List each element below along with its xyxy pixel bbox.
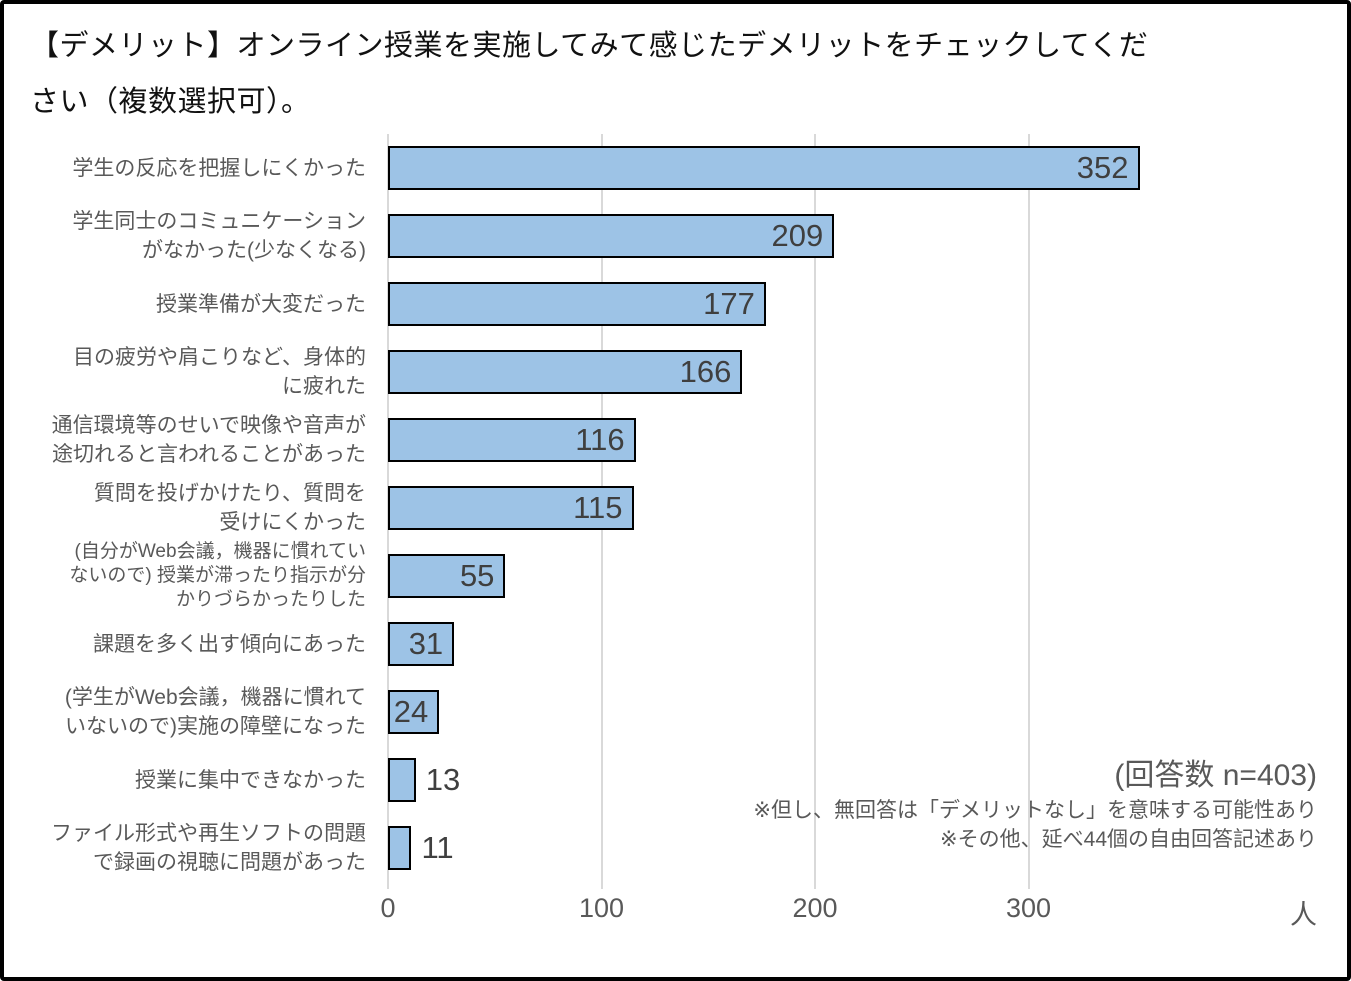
bar bbox=[388, 758, 416, 802]
bar: 352 bbox=[388, 146, 1140, 190]
bar-row: 352 bbox=[388, 146, 1332, 190]
chart-title: 【デメリット】オンライン授業を実施してみて感じたデメリットをチェックしてください… bbox=[30, 30, 1149, 118]
category-label: 目の疲労や肩こりなど、身体的 に疲れた bbox=[73, 346, 366, 398]
bar-value-label: 13 bbox=[425, 762, 461, 797]
x-tick-label: 300 bbox=[1005, 893, 1052, 923]
category-label: 学生の反応を把握しにくかった bbox=[72, 156, 366, 180]
bar-row: 24 bbox=[388, 690, 1332, 734]
bar: 24 bbox=[388, 690, 440, 734]
bar-value-label: 24 bbox=[393, 694, 429, 729]
bar-value-label: 31 bbox=[408, 626, 444, 661]
x-tick-label: 100 bbox=[578, 893, 625, 923]
bar-row: 55 bbox=[388, 554, 1332, 598]
category-label: 学生同士のコミュニケーション がなかった(少なくなる) bbox=[72, 210, 366, 262]
bar: 55 bbox=[388, 554, 506, 598]
bar: 31 bbox=[388, 622, 455, 666]
bar: 116 bbox=[388, 418, 636, 462]
gridline bbox=[1027, 134, 1030, 889]
category-label: ファイル形式や再生ソフトの問題 で録画の視聴に問題があった bbox=[51, 822, 366, 874]
bar-row: 209 bbox=[388, 214, 1332, 258]
bar-value-label: 115 bbox=[573, 490, 623, 525]
bar-value-label: 55 bbox=[459, 558, 495, 593]
bar-row: 115 bbox=[388, 486, 1332, 530]
x-tick-label: 0 bbox=[380, 893, 396, 923]
bar-row: 116 bbox=[388, 418, 1332, 462]
bar-value-label: 166 bbox=[679, 354, 732, 389]
bar-row: 177 bbox=[388, 282, 1332, 326]
category-label: 質問を投げかけたり、質問を 受けにくかった bbox=[93, 482, 366, 534]
bar-row: 11 bbox=[388, 826, 1332, 870]
bar: 177 bbox=[388, 282, 766, 326]
bar-row: 13 bbox=[388, 758, 1332, 802]
bar: 115 bbox=[388, 486, 634, 530]
category-label: 授業準備が大変だった bbox=[156, 292, 366, 316]
annotation-note-2: ※その他、延べ44個の自由回答記述あり bbox=[940, 828, 1317, 851]
category-label: (学生がWeb会議，機器に慣れて いないので)実施の障壁になった bbox=[64, 686, 366, 738]
bar-value-label: 209 bbox=[771, 218, 824, 253]
category-label: 授業に集中できなかった bbox=[135, 768, 366, 792]
annotation-block: (回答数 n=403) ※但し、無回答は「デメリットなし」を意味する可能性あり … bbox=[753, 756, 1317, 854]
annotation-note-1: ※但し、無回答は「デメリットなし」を意味する可能性あり bbox=[753, 799, 1317, 822]
bar-row: 166 bbox=[388, 350, 1332, 394]
bar bbox=[388, 826, 412, 870]
bar-row: 31 bbox=[388, 622, 1332, 666]
gridline bbox=[814, 134, 816, 889]
category-label: (自分がWeb会議，機器に慣れてい ないので) 授業が滞ったり指示が分 かりづら… bbox=[69, 541, 366, 610]
bar: 209 bbox=[388, 214, 835, 258]
bar-value-label: 11 bbox=[421, 830, 454, 865]
plot-area: 352 209 177 166 116 115 55 31 24 13 11 bbox=[387, 134, 1332, 889]
x-axis-unit-label: 人 bbox=[1290, 900, 1317, 930]
bar-value-label: 177 bbox=[703, 286, 755, 321]
bar-value-label: 352 bbox=[1076, 150, 1129, 185]
category-label: 通信環境等のせいで映像や音声が 途切れると言われることがあった bbox=[51, 414, 366, 466]
category-label: 課題を多く出す傾向にあった bbox=[93, 632, 366, 656]
bar: 166 bbox=[388, 350, 743, 394]
x-tick-label: 200 bbox=[792, 893, 838, 923]
response-count-label: (回答数 n=403) bbox=[1114, 759, 1317, 792]
bar-value-label: 116 bbox=[575, 422, 625, 457]
